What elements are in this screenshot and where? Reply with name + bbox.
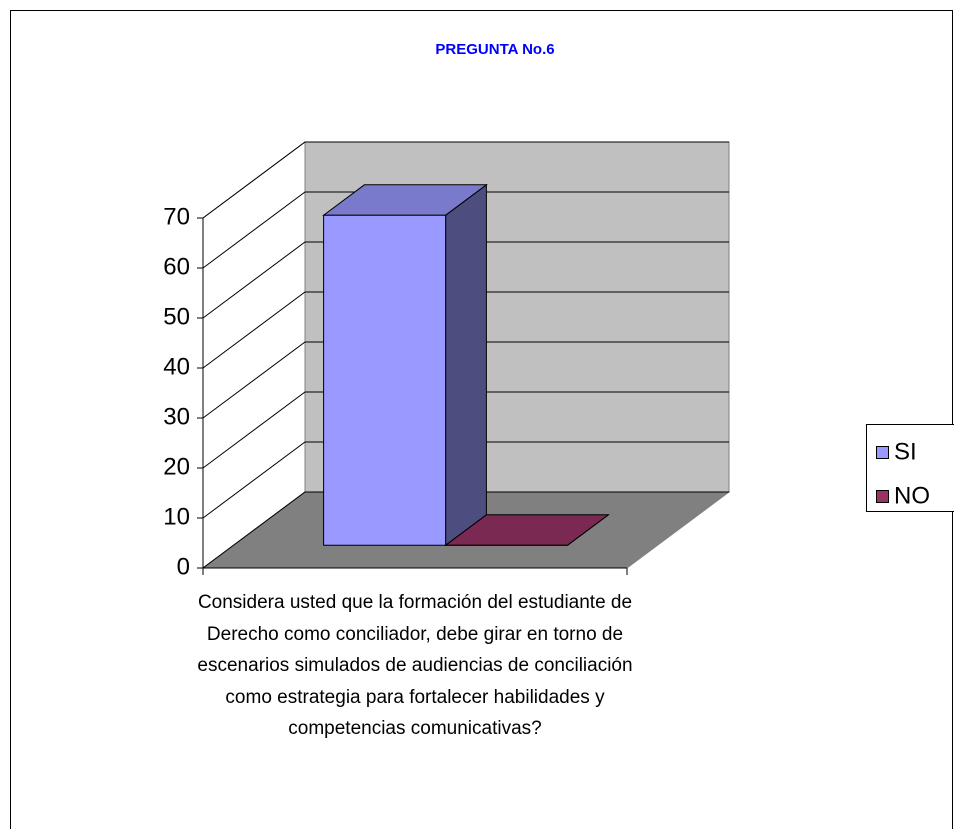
y-tick-label: 10 [163, 503, 190, 530]
y-tick-label: 70 [163, 203, 190, 230]
legend-swatch [876, 446, 889, 459]
bar-front [323, 214, 447, 546]
legend-label: SI [894, 438, 917, 465]
grid-line [202, 291, 729, 369]
x-tick-label-box: Considera usted que la formación del est… [197, 592, 633, 739]
bar [322, 183, 488, 547]
grid-line [202, 341, 729, 419]
legend-label: NO [894, 482, 930, 509]
x-tick-label: Considera usted que la formación del est… [197, 592, 633, 739]
grid-line [202, 191, 729, 269]
chart-title: PREGUNTA No.6 [435, 41, 554, 58]
y-tick-label: 40 [163, 353, 190, 380]
grid-line [202, 241, 729, 319]
legend-swatch [876, 490, 889, 503]
y-tick-label: 60 [163, 253, 190, 280]
y-tick-label: 20 [163, 453, 190, 480]
y-tick-label: 50 [163, 303, 190, 330]
grid-line [202, 441, 729, 519]
y-tick-label: 30 [163, 403, 190, 430]
grid-line [202, 491, 729, 569]
y-tick-label: 0 [177, 553, 190, 580]
grid-line [202, 141, 729, 219]
grid-line [202, 391, 729, 469]
bar-side [445, 183, 487, 547]
